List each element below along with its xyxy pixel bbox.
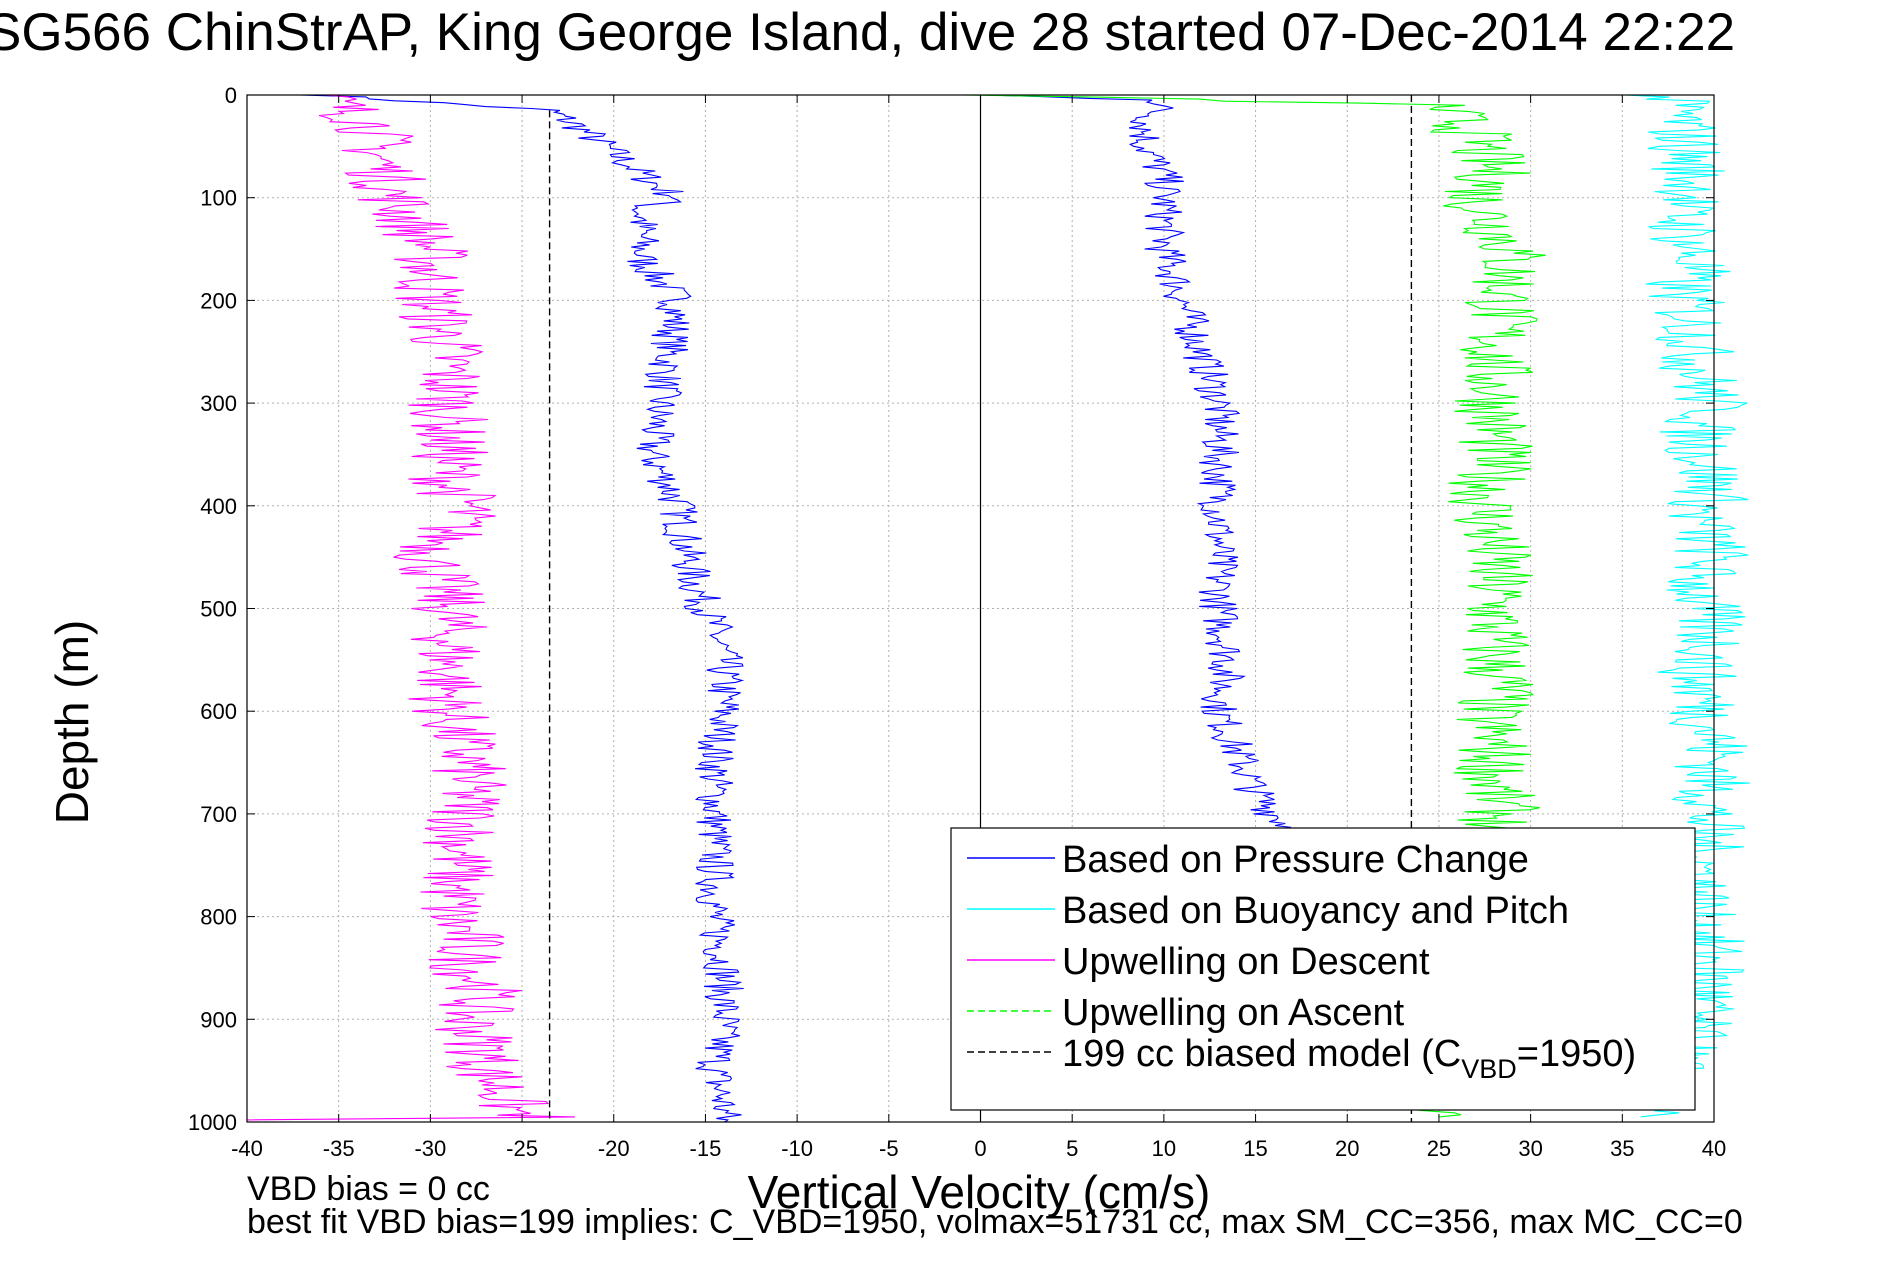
legend-label: Based on Buoyancy and Pitch <box>1062 890 1569 932</box>
best-fit-note: best fit VBD bias=199 implies: C_VBD=195… <box>247 1203 1743 1241</box>
legend-label: Upwelling on Descent <box>1062 941 1430 983</box>
y-tick-label: 800 <box>200 905 237 930</box>
y-tick-label: 100 <box>200 186 237 211</box>
chart-series <box>246 94 1750 1123</box>
y-tick-label: 200 <box>200 288 237 313</box>
series-line-pressure_descent <box>300 94 745 1123</box>
chart-title: SG566 ChinStrAP, King George Island, div… <box>0 3 1736 62</box>
x-tick-label: 30 <box>1518 1136 1542 1161</box>
x-tick-label: 15 <box>1243 1136 1267 1161</box>
x-tick-label: 35 <box>1610 1136 1634 1161</box>
y-tick-label: 600 <box>200 699 237 724</box>
x-tick-label: -30 <box>414 1136 446 1161</box>
x-tick-label: 40 <box>1702 1136 1726 1161</box>
x-tick-label: 10 <box>1152 1136 1176 1161</box>
x-tick-label: -5 <box>879 1136 899 1161</box>
y-axis-label: Depth (m) <box>46 619 98 825</box>
y-tick-label: 300 <box>200 391 237 416</box>
vbd-bias-note: VBD bias = 0 cc <box>247 1170 490 1208</box>
x-tick-label: 0 <box>974 1136 986 1161</box>
legend-box <box>950 827 1696 1111</box>
series-line-buoyancy_pitch <box>1611 94 1750 1118</box>
x-tick-label: 20 <box>1335 1136 1359 1161</box>
y-tick-label: 400 <box>200 494 237 519</box>
series-line-pressure_ascent <box>985 94 1304 835</box>
x-tick-label: -25 <box>506 1136 538 1161</box>
axis-ticks: -40 -35 -30 -25 -20 -15 -10 -5 0 5 10 15 20 25 30 35 400… <box>188 83 1726 1161</box>
y-tick-label: 0 <box>225 83 237 108</box>
legend-label: Based on Pressure Change <box>1062 839 1529 881</box>
y-tick-label: 700 <box>200 802 237 827</box>
y-tick-label: 1000 <box>188 1110 237 1135</box>
x-tick-label: -10 <box>781 1136 813 1161</box>
y-tick-label: 500 <box>200 597 237 622</box>
x-tick-label: -20 <box>598 1136 630 1161</box>
x-tick-label: -40 <box>231 1136 263 1161</box>
x-tick-label: -15 <box>690 1136 722 1161</box>
x-tick-label: 25 <box>1427 1136 1451 1161</box>
chart-legend: Based on Pressure Change Based on Buoyanc… <box>950 827 1696 1111</box>
series-line-upwelling_descent <box>246 94 575 1121</box>
y-tick-label: 900 <box>200 1007 237 1032</box>
x-axis-label: Vertical Velocity (cm/s) <box>747 1166 1211 1218</box>
x-tick-label: 5 <box>1066 1136 1078 1161</box>
legend-label: Upwelling on Ascent <box>1062 992 1405 1034</box>
x-tick-label: -35 <box>323 1136 355 1161</box>
